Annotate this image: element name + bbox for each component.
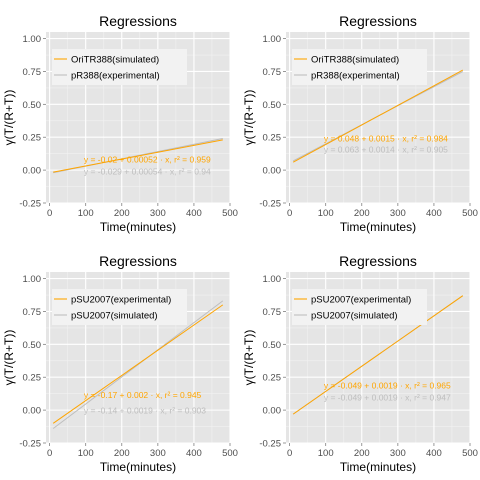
y-tick-label: 0.75 <box>263 67 282 78</box>
x-tick-label: 100 <box>78 448 94 459</box>
chart-title: Regressions <box>99 253 177 269</box>
x-tick-label: 400 <box>186 448 202 459</box>
y-tick-label: 0.50 <box>263 100 282 111</box>
x-tick-label: 300 <box>390 448 406 459</box>
legend-label: pSU2007(experimental) <box>311 295 411 306</box>
y-tick-label: 0.75 <box>23 67 42 78</box>
chart-panel: Regressions 0 100 200 300 400 500 -0.25 0.00 0.25… <box>242 253 478 474</box>
x-tick-label: 400 <box>186 208 202 219</box>
y-tick-label: 1.00 <box>23 34 42 45</box>
chart-panel: Regressions 0 100 200 300 400 500 -0.25 0.00 0.25… <box>2 13 238 234</box>
y-tick-label: 0.50 <box>23 340 42 351</box>
x-tick-label: 400 <box>426 448 442 459</box>
x-axis-title: Time(minutes) <box>340 460 416 474</box>
y-tick-label: 0.50 <box>263 340 282 351</box>
regression-equation: y = 0.063 + 0.0014 · x, r² = 0.905 <box>324 145 448 155</box>
x-tick-label: 100 <box>78 208 94 219</box>
legend: pSU2007(experimental) pSU2007(simulated) <box>292 289 427 325</box>
x-tick-label: 200 <box>354 448 370 459</box>
y-tick-label: -0.25 <box>259 439 281 450</box>
chart-title: Regressions <box>339 253 417 269</box>
y-tick-label: -0.25 <box>19 199 41 210</box>
x-tick-label: 0 <box>47 448 52 459</box>
legend: pSU2007(experimental) pSU2007(simulated) <box>52 289 187 325</box>
y-tick-label: 1.00 <box>263 34 282 45</box>
chart-title: Regressions <box>339 13 417 29</box>
regression-equation: y = 0.048 + 0.0015 · x, r² = 0.984 <box>324 134 448 144</box>
y-tick-label: 1.00 <box>23 274 42 285</box>
y-tick-label: -0.25 <box>259 199 281 210</box>
legend-label: pR388(experimental) <box>71 71 160 82</box>
y-axis-title: γ(T/(R+T)) <box>2 330 16 386</box>
legend-label: pSU2007(experimental) <box>71 295 171 306</box>
legend-background <box>292 49 427 85</box>
legend-background <box>52 49 187 85</box>
y-axis-title: γ(T/(R+T)) <box>242 90 256 146</box>
legend: OriTR388(simulated) pR388(experimental) <box>52 49 187 85</box>
x-tick-label: 0 <box>287 448 292 459</box>
regression-equation: y = -0.049 + 0.0019 · x, r² = 0.947 <box>324 393 451 403</box>
y-tick-label: 0.00 <box>263 166 282 177</box>
y-axis-title: γ(T/(R+T)) <box>242 330 256 386</box>
chart-panel: Regressions 0 100 200 300 400 500 -0.25 0.00 0.25… <box>242 13 478 234</box>
series-line <box>53 139 223 173</box>
x-tick-label: 300 <box>390 208 406 219</box>
x-tick-label: 100 <box>318 208 334 219</box>
x-tick-label: 400 <box>426 208 442 219</box>
y-tick-label: 0.75 <box>23 307 42 318</box>
legend-label: pSU2007(simulated) <box>311 311 398 322</box>
x-tick-label: 500 <box>462 448 478 459</box>
x-tick-label: 200 <box>114 448 130 459</box>
y-tick-label: 0.25 <box>263 133 282 144</box>
x-tick-label: 200 <box>354 208 370 219</box>
x-tick-label: 500 <box>222 448 238 459</box>
regression-equation: y = -0.029 + 0.00054 · x, r² = 0.94 <box>84 167 211 177</box>
x-tick-label: 0 <box>287 208 292 219</box>
legend-label: OriTR388(simulated) <box>71 55 159 66</box>
y-tick-label: -0.25 <box>19 439 41 450</box>
regression-equation: y = -0.14 + 0.0019 · x, r² = 0.903 <box>84 405 206 415</box>
y-tick-label: 0.00 <box>23 406 42 417</box>
y-tick-label: 0.25 <box>263 373 282 384</box>
regression-equation: y = -0.17 + 0.002 · x, r² = 0.945 <box>84 390 202 400</box>
legend-label: pR388(experimental) <box>311 71 400 82</box>
y-tick-label: 0.00 <box>23 166 42 177</box>
legend-label: pSU2007(simulated) <box>71 311 158 322</box>
x-tick-label: 300 <box>150 208 166 219</box>
x-tick-label: 300 <box>150 448 166 459</box>
x-axis-title: Time(minutes) <box>100 220 176 234</box>
legend-background <box>292 289 427 325</box>
y-tick-label: 0.25 <box>23 373 42 384</box>
series-line <box>52 304 224 424</box>
legend-label: OriTR388(simulated) <box>311 55 399 66</box>
legend-background <box>52 289 187 325</box>
y-tick-label: 0.00 <box>263 406 282 417</box>
x-axis-title: Time(minutes) <box>100 460 176 474</box>
series-line <box>292 295 464 415</box>
chart-panel: Regressions 0 100 200 300 400 500 -0.25 0.00 0.25… <box>2 253 238 474</box>
legend: OriTR388(simulated) pR388(experimental) <box>292 49 427 85</box>
x-tick-label: 500 <box>462 208 478 219</box>
y-tick-label: 0.50 <box>23 100 42 111</box>
y-tick-label: 1.00 <box>263 274 282 285</box>
y-tick-label: 0.25 <box>23 133 42 144</box>
x-tick-label: 200 <box>114 208 130 219</box>
regression-equation: y = -0.02 + 0.00052 · x, r² = 0.959 <box>84 154 211 164</box>
y-tick-label: 0.75 <box>263 307 282 318</box>
series-line <box>292 69 464 163</box>
regression-equation: y = -0.049 + 0.0019 · x, r² = 0.965 <box>324 381 451 391</box>
x-tick-label: 0 <box>47 208 52 219</box>
y-axis-title: γ(T/(R+T)) <box>2 90 16 146</box>
x-axis-title: Time(minutes) <box>340 220 416 234</box>
chart-title: Regressions <box>99 13 177 29</box>
x-tick-label: 100 <box>318 448 334 459</box>
x-tick-label: 500 <box>222 208 238 219</box>
